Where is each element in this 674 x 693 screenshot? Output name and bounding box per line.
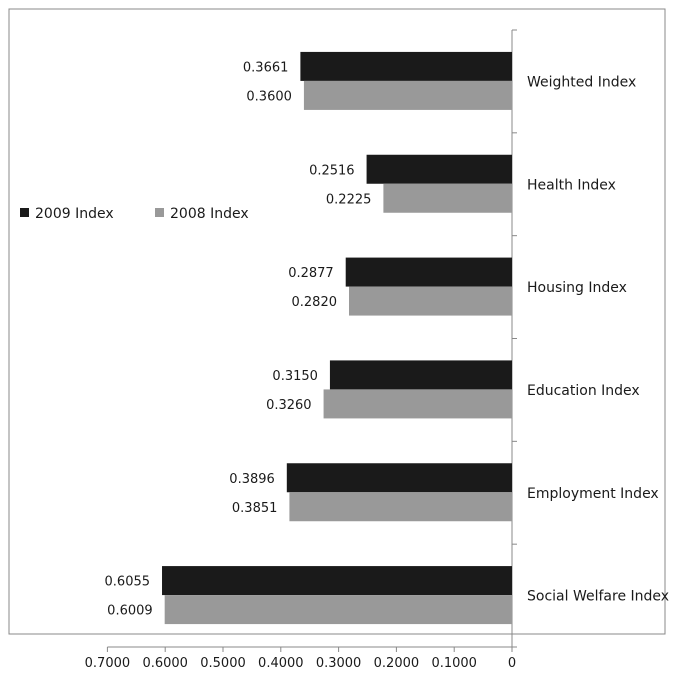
value-axis-tick-label: 0.3000 [316,656,362,671]
legend-label-2008: 2008 Index [170,206,249,222]
category-label: Housing Index [527,280,627,296]
data-label-2008: 0.3851 [232,501,278,516]
data-label-2009: 0.2877 [288,266,334,281]
legend-swatch-2009 [20,208,29,217]
value-axis-tick-label: 0.1000 [431,656,477,671]
value-axis-tick-label: 0.5000 [200,656,246,671]
bar-2009 [286,463,512,493]
data-label-2008: 0.2820 [292,295,338,310]
data-label-2009: 0.3896 [229,472,275,487]
category-label: Health Index [527,177,616,193]
data-label-2008: 0.6009 [107,604,153,619]
value-axis-tick-label: 0.2000 [374,656,420,671]
data-label-2008: 0.2225 [326,192,372,207]
bar-2008 [349,286,512,316]
value-axis-tick-label: 0.7000 [85,656,131,671]
category-label: Employment Index [527,486,659,502]
category-label: Weighted Index [527,74,636,90]
bar-2008 [303,80,512,110]
bar-2008 [323,389,512,419]
bar-2008 [164,595,512,625]
data-label-2008: 0.3260 [266,398,312,413]
data-label-2009: 0.6055 [105,575,151,590]
data-label-2009: 0.3661 [243,60,289,75]
legend-label-2009: 2009 Index [35,206,114,222]
bar-2008 [289,492,512,522]
bar-2008 [383,183,512,213]
bar-2009 [345,257,512,287]
category-label: Social Welfare Index [527,589,669,605]
bar-2009 [329,360,512,390]
data-label-2009: 0.3150 [272,369,318,384]
value-axis-tick-label: 0.4000 [258,656,304,671]
bar-2009 [162,566,512,596]
value-axis-tick-label: 0 [508,656,516,671]
category-label: Education Index [527,383,640,399]
plot-frame [8,8,666,635]
bar-2009 [366,154,512,184]
legend-swatch-2008 [155,208,164,217]
data-label-2009: 0.2516 [309,163,355,178]
bar-2009 [300,51,512,81]
data-label-2008: 0.3600 [246,89,292,104]
value-axis-tick-label: 0.6000 [142,656,188,671]
